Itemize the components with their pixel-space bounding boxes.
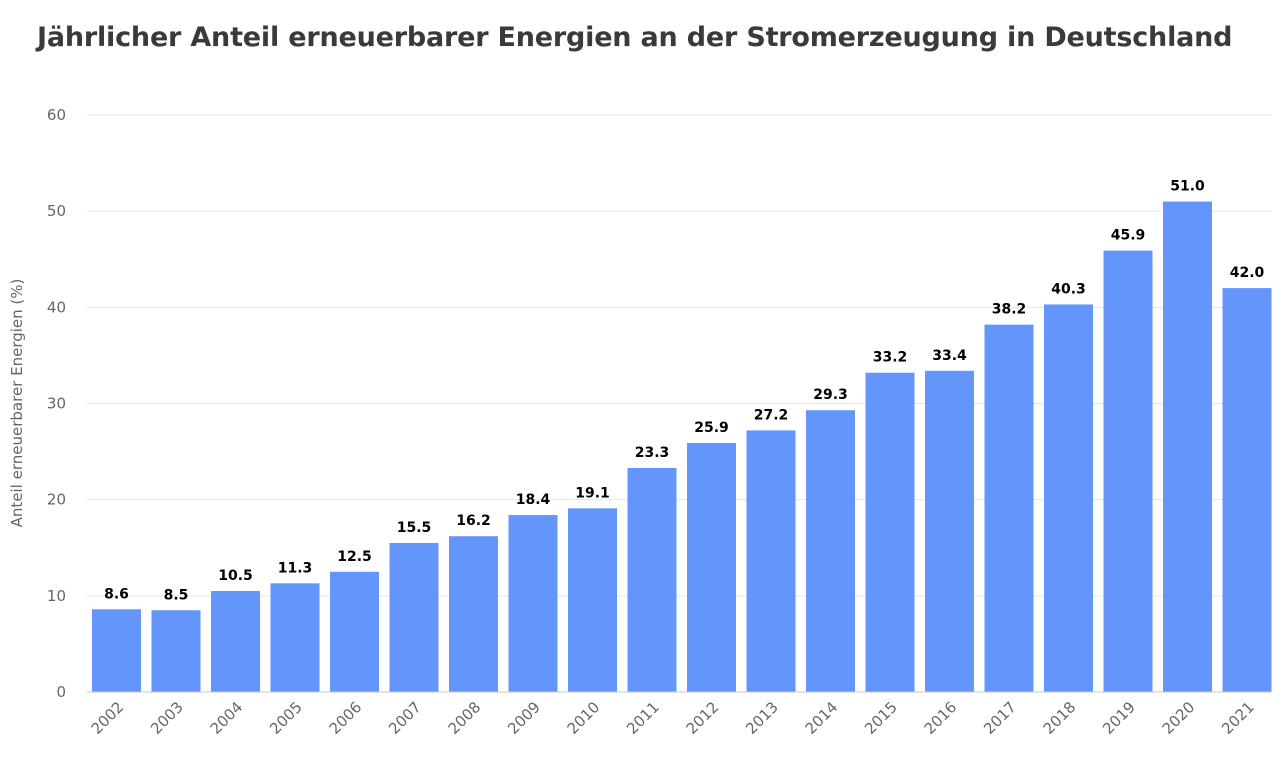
data-label-2017: 38.2 <box>992 302 1027 318</box>
x-tick-label-2004: 2004 <box>207 698 247 738</box>
bar-2002[interactable] <box>92 609 141 692</box>
x-tick-label-2007: 2007 <box>385 698 425 738</box>
x-tick-label-2009: 2009 <box>504 698 544 738</box>
bar-2006[interactable] <box>330 571 379 692</box>
x-tick-label-2006: 2006 <box>326 698 366 738</box>
x-axis-ticks: 2002 2003 2004 2005 2006 2007 2008 2009 2010 2011… <box>88 698 1258 738</box>
x-tick-label-2015: 2015 <box>861 698 901 738</box>
x-tick-label-2014: 2014 <box>802 698 842 738</box>
data-label-2009: 18.4 <box>516 492 551 508</box>
chart-title: Jährlicher Anteil erneuerbarer Energien … <box>37 22 1233 53</box>
x-tick-label-2018: 2018 <box>1040 698 1080 738</box>
data-label-2019: 45.9 <box>1111 228 1146 244</box>
x-tick-label-2013: 2013 <box>742 698 782 738</box>
bar-2019[interactable] <box>1103 250 1153 692</box>
data-label-2006: 12.5 <box>337 549 372 565</box>
y-tick-label: 60 <box>47 106 66 124</box>
bar-2005[interactable] <box>270 583 320 692</box>
x-tick-label-2011: 2011 <box>623 698 663 738</box>
bar-2021[interactable] <box>1222 288 1272 692</box>
data-label-2015: 33.2 <box>873 350 908 366</box>
y-tick-label: 0 <box>56 683 66 701</box>
x-tick-label-2003: 2003 <box>147 698 187 738</box>
bar-2008[interactable] <box>449 536 498 692</box>
bar-2020[interactable] <box>1163 201 1212 693</box>
data-label-2012: 25.9 <box>694 420 729 436</box>
data-labels: 8.6 8.5 10.5 11.3 12.5 15.5 16.2 18.4 19.1 23.3 25… <box>104 179 1264 604</box>
x-tick-label-2010: 2010 <box>564 698 604 738</box>
bar-2017[interactable] <box>984 324 1034 692</box>
y-axis-label: Anteil erneuerbarer Energien (%) <box>8 279 26 528</box>
bar-2004[interactable] <box>211 591 260 692</box>
data-label-2007: 15.5 <box>397 520 432 536</box>
y-tick-label: 40 <box>47 298 66 316</box>
data-label-2010: 19.1 <box>575 485 610 501</box>
data-label-2004: 10.5 <box>218 568 253 584</box>
data-label-2002: 8.6 <box>104 586 129 602</box>
bar-2018[interactable] <box>1044 304 1093 692</box>
bar-2010[interactable] <box>568 508 617 692</box>
data-label-2016: 33.4 <box>932 348 967 364</box>
bar-2012[interactable] <box>687 442 736 692</box>
bar-2015[interactable] <box>865 372 915 692</box>
bar-2016[interactable] <box>925 370 974 692</box>
data-label-2021: 42.0 <box>1230 265 1265 281</box>
bar-2013[interactable] <box>746 430 796 692</box>
gridlines <box>87 114 1272 597</box>
y-tick-label: 30 <box>47 395 66 413</box>
data-label-2003: 8.5 <box>164 587 189 603</box>
x-tick-label-2020: 2020 <box>1159 698 1199 738</box>
x-tick-label-2019: 2019 <box>1099 698 1139 738</box>
y-tick-label: 10 <box>47 587 66 605</box>
x-tick-label-2012: 2012 <box>683 698 723 738</box>
data-label-2008: 16.2 <box>456 513 491 529</box>
data-label-2020: 51.0 <box>1170 179 1205 195</box>
data-label-2011: 23.3 <box>635 445 670 461</box>
y-tick-label: 50 <box>47 202 66 220</box>
bar-2014[interactable] <box>806 410 855 692</box>
x-tick-label-2016: 2016 <box>921 698 961 738</box>
data-label-2005: 11.3 <box>278 560 313 576</box>
y-tick-label: 20 <box>47 491 66 509</box>
x-tick-label-2005: 2005 <box>266 698 306 738</box>
x-tick-label-2021: 2021 <box>1218 698 1258 738</box>
y-axis-ticks: 0 10 20 30 40 50 60 <box>47 106 66 701</box>
bars <box>92 201 1272 693</box>
bar-2007[interactable] <box>389 542 439 692</box>
data-label-2018: 40.3 <box>1051 281 1086 297</box>
x-tick-label-2008: 2008 <box>445 698 485 738</box>
data-label-2013: 27.2 <box>754 407 789 423</box>
bar-2011[interactable] <box>627 467 677 692</box>
x-tick-label-2017: 2017 <box>980 698 1020 738</box>
x-tick-label-2002: 2002 <box>88 698 128 738</box>
bar-2003[interactable] <box>151 610 201 692</box>
data-label-2014: 29.3 <box>813 387 848 403</box>
bar-2009[interactable] <box>508 515 558 692</box>
